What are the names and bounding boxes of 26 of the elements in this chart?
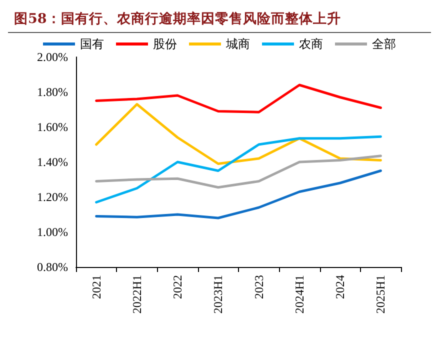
line-series: [95, 154, 382, 189]
y-tick-label: 0.80%: [37, 260, 68, 274]
legend-label: 国有: [80, 37, 104, 51]
line-series: [95, 135, 382, 204]
chart-title: 图58：国有行、农商行逾期率因零售风险而整体上升: [8, 8, 431, 33]
y-tick-label: 1.00%: [37, 225, 68, 239]
x-tick-label: 2022: [170, 275, 185, 299]
x-tick-label: 2023H1: [211, 275, 226, 314]
x-tick-label: 2024H1: [292, 275, 306, 314]
y-tick-label: 1.80%: [37, 85, 68, 99]
y-tick-label: 1.40%: [37, 155, 68, 169]
y-tick-label: 1.20%: [37, 190, 68, 204]
line-series: [95, 103, 382, 165]
x-tick-label: 2024: [333, 275, 348, 299]
y-tick-label: 1.60%: [37, 120, 68, 134]
legend-label: 全部: [372, 37, 396, 51]
legend-label: 农商: [299, 37, 323, 51]
x-tick-label: 2023: [252, 275, 266, 299]
legend-label: 股份: [153, 37, 177, 51]
y-tick-label: 2.00%: [37, 50, 68, 64]
line-series: [95, 170, 382, 220]
x-tick-label: 2021: [89, 275, 104, 299]
x-tick-label: 2025H1: [374, 275, 388, 314]
line-series: [95, 84, 382, 114]
x-tick-label: 2022H1: [130, 275, 144, 314]
legend-label: 城商: [225, 37, 250, 51]
